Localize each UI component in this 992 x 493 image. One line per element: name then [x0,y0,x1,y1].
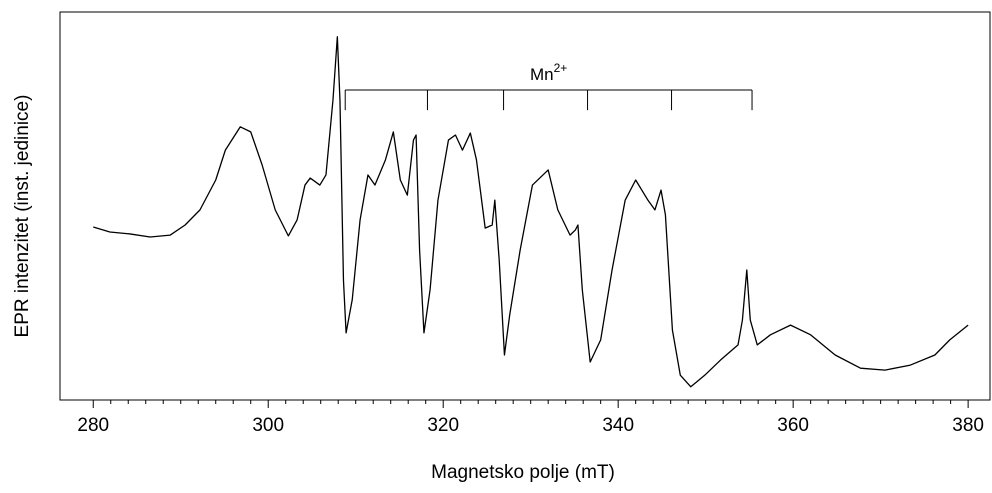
annotation-text: Mn [530,65,554,84]
annotation-label: Mn2+ [530,61,567,84]
annotation-superscript: 2+ [554,61,568,75]
x-tick-label: 280 [77,415,109,436]
x-tick-label: 340 [602,415,634,436]
x-tick-label: 320 [427,415,459,436]
x-axis-label: Magnetsko polje (mT) [431,462,615,483]
x-tick-label: 300 [252,415,284,436]
x-tick-label: 360 [777,415,809,436]
x-tick-label: 380 [952,415,984,436]
y-axis-label: EPR intenzitet (inst. jedinice) [12,95,33,338]
plot-frame [59,11,991,401]
spectrum-line [93,36,969,388]
